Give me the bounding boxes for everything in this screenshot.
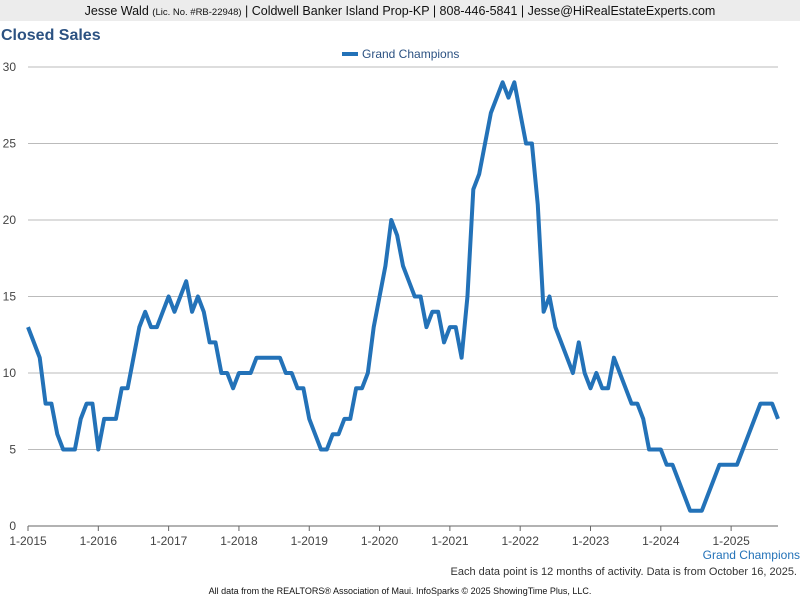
x-tick-label: 1-2020 (361, 534, 399, 548)
x-tick-label: 1-2025 (712, 534, 750, 548)
x-tick-label: 1-2017 (150, 534, 188, 548)
credit: All data from the REALTORS® Association … (209, 586, 592, 596)
header-details: | Coldwell Banker Island Prop-KP | 808-4… (245, 4, 715, 18)
series-end-label: Grand Champions (703, 548, 800, 562)
footnote: Each data point is 12 months of activity… (451, 566, 797, 578)
header-text: Jesse Wald (Lic. No. #RB-22948) | Coldwe… (85, 4, 716, 18)
x-tick-label: 1-2021 (431, 534, 469, 548)
x-tick-label: 1-2023 (572, 534, 610, 548)
x-tick-label: 1-2019 (291, 534, 329, 548)
y-tick-label: 25 (3, 137, 17, 151)
agent-name: Jesse Wald (85, 4, 149, 18)
y-tick-label: 15 (3, 290, 17, 304)
y-tick-label: 10 (3, 366, 17, 380)
y-tick-label: 20 (3, 213, 17, 227)
y-tick-label: 30 (3, 60, 17, 74)
x-tick-label: 1-2022 (502, 534, 540, 548)
y-tick-label: 0 (9, 519, 16, 533)
chart-title: Closed Sales (1, 27, 101, 44)
x-tick-label: 1-2018 (220, 534, 258, 548)
x-tick-label: 1-2016 (80, 534, 118, 548)
x-tick-label: 1-2015 (9, 534, 47, 548)
legend-label: Grand Champions (362, 47, 459, 61)
series-line (26, 80, 780, 513)
license: (Lic. No. #RB-22948) (152, 7, 241, 18)
x-tick-label: 1-2024 (642, 534, 680, 548)
header-bar (0, 0, 800, 21)
y-tick-label: 5 (9, 443, 16, 457)
